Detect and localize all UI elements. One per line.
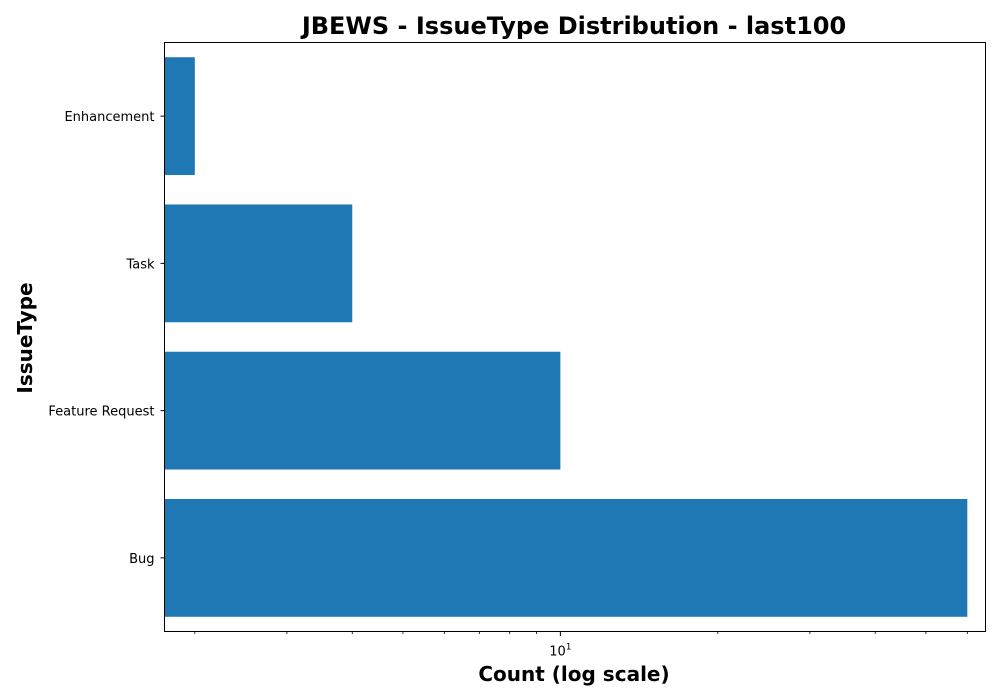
- y-tick-label: Enhancement: [64, 110, 154, 125]
- bar-task: [164, 204, 353, 323]
- y-tick-label: Bug: [129, 552, 154, 567]
- x-tick-label: 101: [549, 643, 571, 660]
- x-tick-exponent: 1: [566, 643, 572, 653]
- bar-feature-request: [164, 351, 561, 470]
- bar-enhancement: [164, 57, 195, 176]
- chart-title: JBEWS - IssueType Distribution - last100: [300, 12, 846, 40]
- y-tick-label: Feature Request: [48, 405, 154, 420]
- x-axis-label: Count (log scale): [478, 662, 669, 686]
- y-ticks-group: Bug Feature Request Task Enhancement: [48, 110, 165, 567]
- bar-bug: [164, 498, 968, 617]
- bars-group: [164, 57, 968, 617]
- x-tick-base: 10: [549, 645, 566, 660]
- y-tick-label: Task: [125, 257, 155, 272]
- y-axis-label: IssueType: [13, 282, 37, 393]
- x-ticks-group: 101: [194, 631, 968, 660]
- plot-frame: [164, 42, 986, 632]
